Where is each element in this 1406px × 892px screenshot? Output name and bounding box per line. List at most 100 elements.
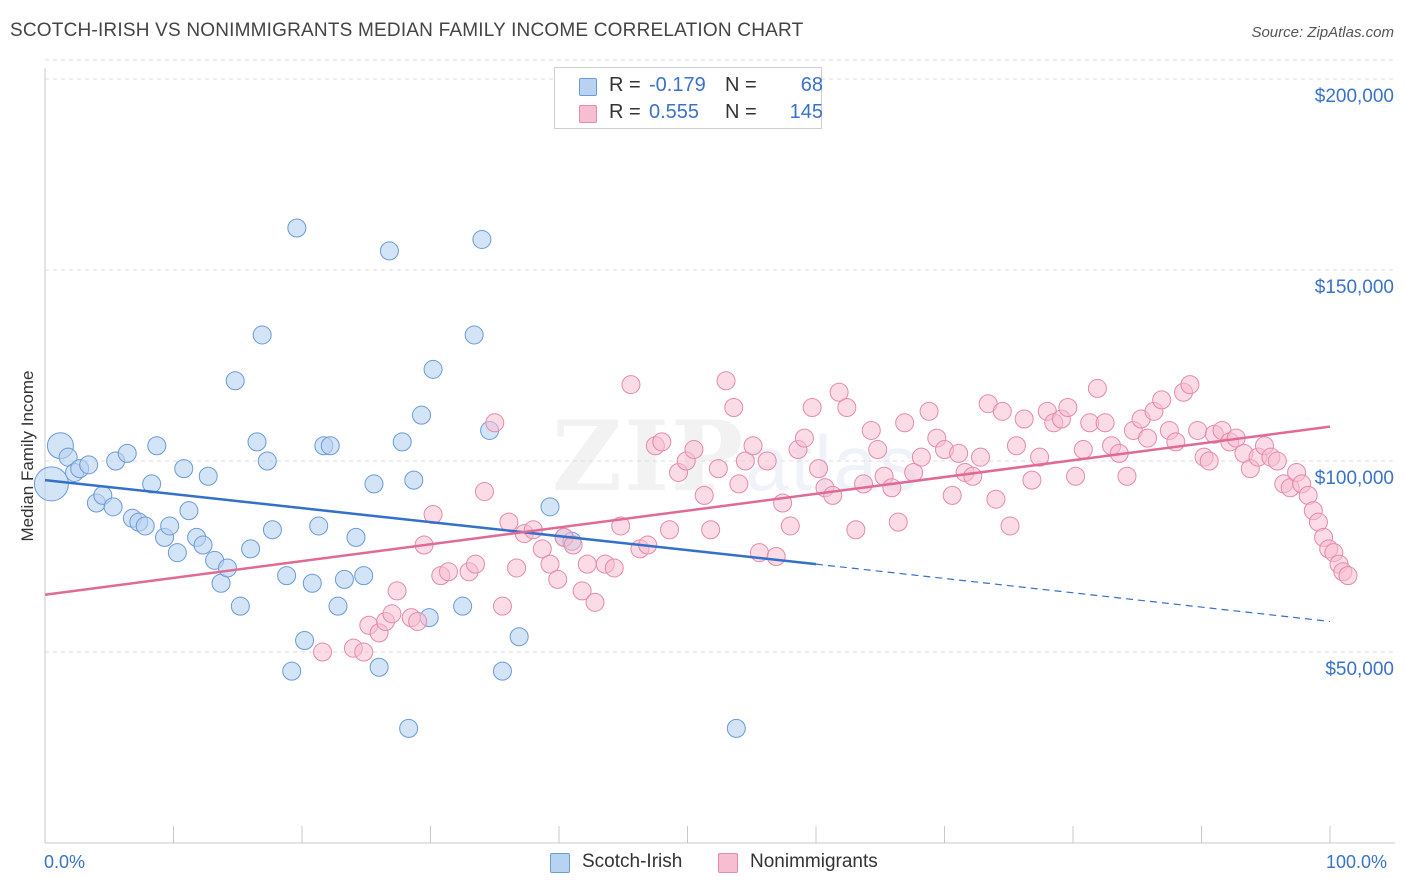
point-nonimmigrants (499, 512, 519, 532)
point-nonimmigrants (888, 512, 908, 532)
point-nonimmigrants (313, 642, 333, 662)
point-scotch-irish (225, 371, 245, 391)
point-scotch-irish (262, 520, 282, 540)
point-scotch-irish (247, 432, 267, 452)
point-scotch-irish (33, 466, 69, 502)
point-scotch-irish (147, 436, 167, 456)
point-scotch-irish (364, 474, 384, 494)
point-nonimmigrants (919, 401, 939, 421)
point-scotch-irish (453, 596, 473, 616)
point-scotch-irish (167, 543, 187, 563)
legend-swatch-pink (718, 853, 738, 873)
point-nonimmigrants (809, 459, 829, 479)
point-nonimmigrants (992, 401, 1012, 421)
point-nonimmigrants (1199, 451, 1219, 471)
point-nonimmigrants (861, 420, 881, 440)
point-scotch-irish (320, 436, 340, 456)
point-scotch-irish (509, 627, 529, 647)
point-scotch-irish (193, 535, 213, 555)
x-tick-label: 0.0% (44, 852, 86, 872)
n-label: N = (725, 101, 757, 123)
point-nonimmigrants (829, 382, 849, 402)
legend-label: Scotch-Irish (582, 851, 683, 872)
n-value: 145 (789, 101, 823, 123)
point-nonimmigrants (1087, 378, 1107, 398)
r-value: -0.179 (649, 74, 706, 96)
point-nonimmigrants (942, 485, 962, 505)
point-nonimmigrants (1066, 466, 1086, 486)
point-nonimmigrants (837, 398, 857, 418)
trend-extension-scotch-irish (815, 563, 1331, 623)
source-credit: Source: ZipAtlas.com (1251, 24, 1394, 41)
point-nonimmigrants (577, 554, 597, 574)
point-nonimmigrants (684, 440, 704, 460)
point-nonimmigrants (1006, 436, 1026, 456)
point-scotch-irish (412, 405, 432, 425)
r-label: R = (609, 74, 641, 96)
point-scotch-irish (241, 539, 261, 559)
point-scotch-irish (464, 325, 484, 345)
chart-title: SCOTCH-IRISH VS NONIMMIGRANTS MEDIAN FAM… (10, 20, 804, 41)
point-nonimmigrants (868, 440, 888, 460)
point-scotch-irish (472, 229, 492, 249)
point-nonimmigrants (724, 398, 744, 418)
point-nonimmigrants (716, 371, 736, 391)
trend-line-scotch-irish (44, 478, 817, 566)
point-scotch-irish (404, 470, 424, 490)
point-nonimmigrants (540, 554, 560, 574)
point-nonimmigrants (694, 485, 714, 505)
point-nonimmigrants (1073, 440, 1093, 460)
point-nonimmigrants (1180, 375, 1200, 395)
point-nonimmigrants (1095, 413, 1115, 433)
point-nonimmigrants (766, 547, 786, 566)
point-nonimmigrants (492, 596, 512, 616)
point-nonimmigrants (986, 489, 1006, 509)
point-nonimmigrants (408, 611, 428, 631)
point-nonimmigrants (708, 459, 728, 479)
point-nonimmigrants (660, 520, 680, 540)
point-scotch-irish (179, 501, 199, 521)
y-tick-label: $150,000 (1314, 277, 1394, 298)
point-nonimmigrants (474, 482, 494, 502)
point-scotch-irish (198, 466, 218, 486)
point-nonimmigrants (1188, 420, 1208, 440)
r-value: 0.555 (649, 101, 700, 123)
point-nonimmigrants (1117, 466, 1137, 486)
point-nonimmigrants (1058, 398, 1078, 418)
point-nonimmigrants (621, 375, 641, 395)
point-scotch-irish (726, 718, 746, 738)
point-scotch-irish (174, 459, 194, 479)
point-scotch-irish (423, 359, 443, 379)
point-scotch-irish (277, 566, 297, 586)
point-nonimmigrants (382, 604, 402, 624)
point-nonimmigrants (846, 520, 866, 540)
point-nonimmigrants (729, 474, 749, 494)
point-scotch-irish (160, 516, 180, 536)
point-nonimmigrants (1000, 516, 1020, 536)
point-nonimmigrants (1014, 409, 1034, 429)
legend-swatch-pink (579, 105, 597, 123)
point-nonimmigrants (895, 413, 915, 433)
point-nonimmigrants (963, 466, 983, 486)
n-value: 68 (800, 74, 823, 96)
stats-legend: R = -0.179 N = 68 R = 0.555 N = 145 (554, 67, 823, 129)
point-nonimmigrants (1267, 451, 1287, 471)
point-nonimmigrants (1338, 566, 1358, 586)
point-nonimmigrants (823, 485, 843, 505)
point-nonimmigrants (611, 516, 631, 536)
point-scotch-irish (334, 569, 354, 589)
point-nonimmigrants (465, 554, 485, 574)
point-nonimmigrants (1022, 470, 1042, 490)
n-label: N = (725, 74, 757, 96)
point-nonimmigrants (1030, 447, 1050, 467)
y-tick-label: $100,000 (1314, 468, 1394, 489)
point-nonimmigrants (652, 432, 672, 452)
point-scotch-irish (103, 497, 123, 517)
point-scotch-irish (295, 631, 315, 651)
y-axis-label: Median Family Income (18, 370, 37, 542)
x-tick-label: 100.0% (1326, 852, 1388, 872)
point-scotch-irish (369, 657, 389, 677)
point-scotch-irish (346, 527, 366, 547)
point-nonimmigrants (701, 520, 721, 540)
